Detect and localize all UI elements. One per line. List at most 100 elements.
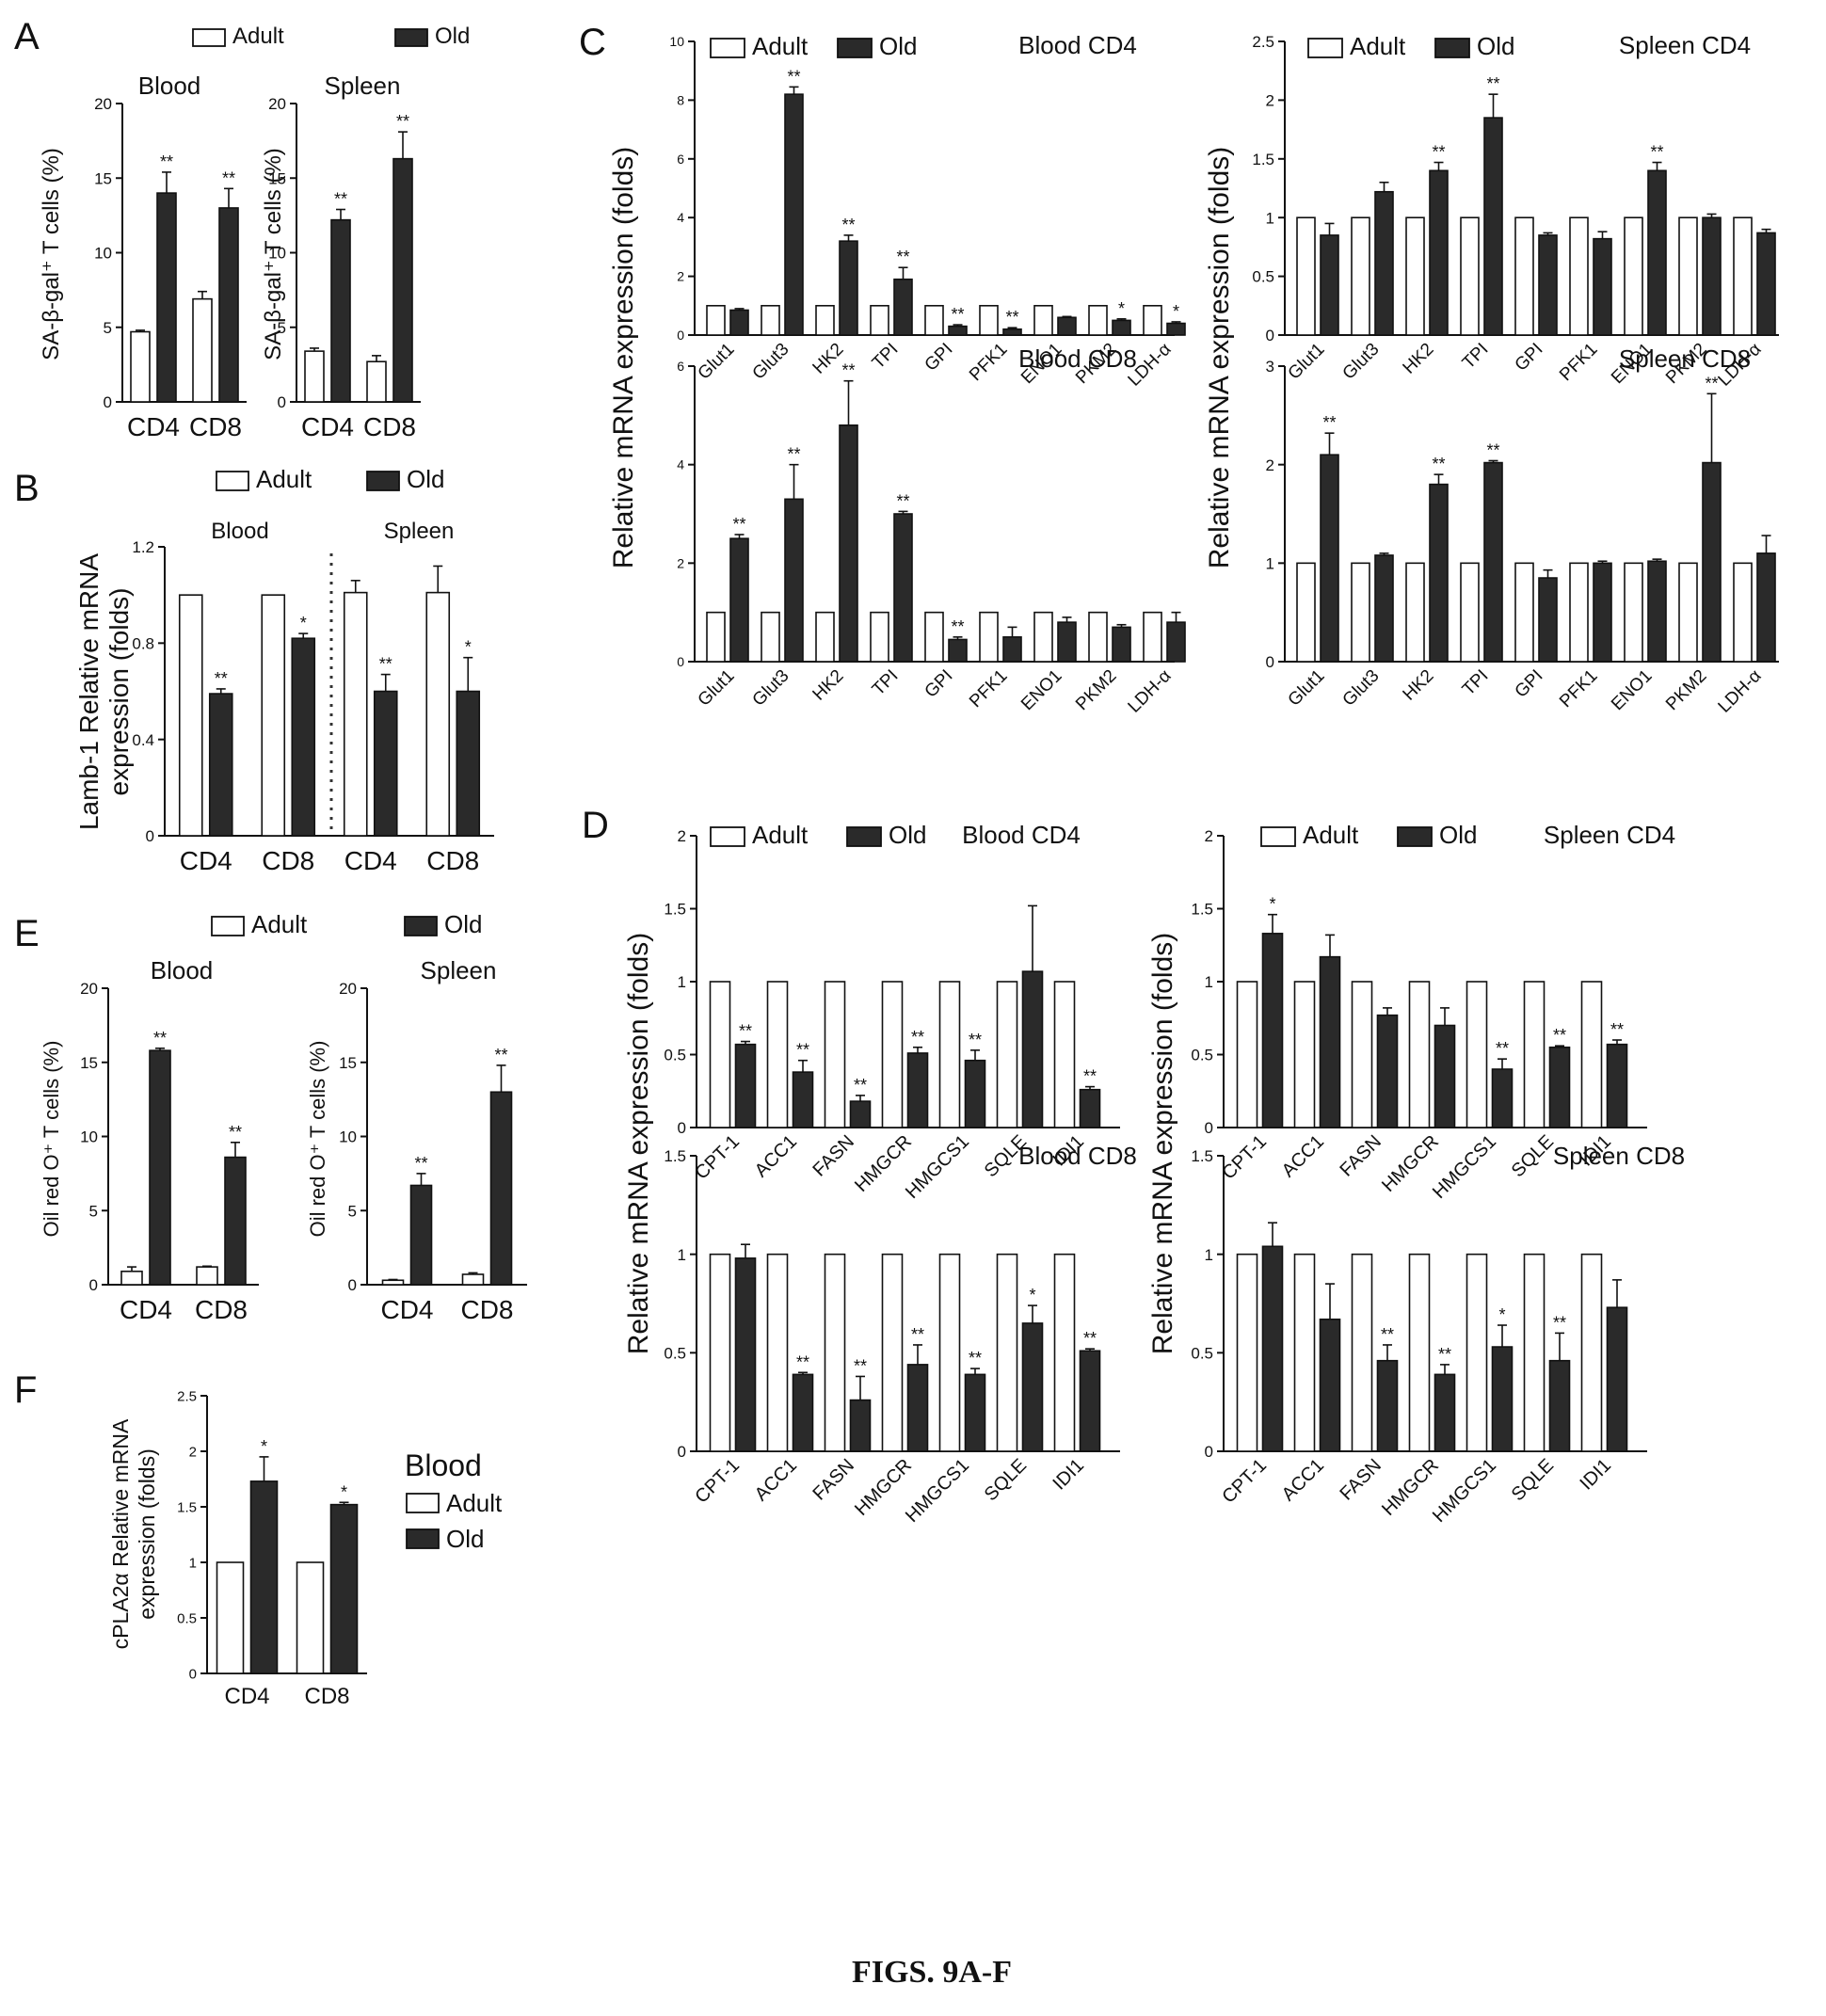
significance-mark: ** [215,669,228,688]
x-tick-label: CD4 [380,1295,433,1324]
bar-old [224,1156,247,1286]
significance-mark: ** [796,1352,809,1371]
chart-c3: 0 0.5 1 1.5 2 2.5 Glut1 Glut3 ** HK2 ** TPI GPI PFK1 *… [1252,31,1779,391]
chart-d2: 00.511.5CPT-1**ACC1**FASN**HMGCR**HMGCS1… [664,1142,1137,1527]
bar-adult [216,1561,245,1674]
bar-old [1429,483,1449,663]
y-tick-label: 2 [677,555,684,570]
bar-old [1002,636,1022,663]
bar-old [849,1100,872,1128]
significance-mark: ** [1432,455,1445,473]
y-tick-label: 10 [339,1128,357,1146]
bar-adult [1236,981,1258,1128]
bar-adult [1408,1253,1431,1452]
significance-mark: * [465,638,472,657]
y-tick-label: 4 [677,210,684,225]
bar-adult [979,304,999,336]
y-tick-label: 5 [104,319,112,337]
y-tick-label: 1.5 [1191,901,1213,919]
y-tick-label: 15 [80,1054,98,1072]
bar-adult [1296,562,1316,663]
bar-adult [1580,1253,1603,1452]
bar-old [1021,1322,1044,1452]
bar-old [729,537,749,663]
x-tick-label: Glut1 [1285,340,1329,384]
bar-old [329,1503,359,1674]
bar-adult [996,1253,1018,1452]
y-tick-label: 15 [94,169,112,187]
y-tick-label: 8 [677,92,684,107]
legend-swatch-adult [1260,826,1296,847]
chart-title: Blood [138,72,201,100]
x-tick-label: CD8 [363,412,416,441]
significance-mark: ** [796,1041,809,1060]
y-tick-label: 2 [1266,456,1274,474]
significance-mark: ** [1083,1329,1097,1348]
group-label-blood: Blood [211,519,268,544]
legend-label-old: Old [889,821,926,849]
bar-old [792,1373,814,1452]
bar-adult [766,1253,789,1452]
legend: Adult Old [192,24,470,49]
bar-adult [1143,611,1162,663]
bar-adult [1236,1253,1258,1452]
legend-swatch-old [406,1528,440,1549]
significance-mark: * [261,1437,267,1456]
bar-old [1376,1359,1399,1452]
legend-label-adult: Adult [256,465,312,493]
x-tick-label: CD8 [304,1684,349,1709]
bar-adult [304,350,325,403]
y-tick-label: 0 [677,328,684,343]
x-tick-label: CD8 [426,846,479,875]
significance-mark: * [300,614,307,632]
legend: Adult Old [216,465,444,493]
y-tick-label: 6 [677,359,684,374]
bar-old [1702,216,1722,336]
y-tick-label: 20 [268,95,286,113]
bar-old [948,325,968,336]
chart-title: Spleen CD8 [1619,344,1751,373]
y-tick-label: 10 [268,245,286,263]
y-tick-label: 0.5 [1191,1047,1213,1064]
y-tick-label: 20 [94,95,112,113]
significance-mark: ** [1486,74,1499,93]
x-tick-label: HK2 [1400,340,1438,378]
x-tick-label: CD8 [262,846,314,875]
bar-old [149,1049,171,1286]
legend-label-adult: Adult [1350,32,1406,60]
y-tick-label: 0 [678,1119,686,1137]
bar-adult [1624,562,1643,663]
figure-caption: FIGS. 9A-F [852,1955,1012,1990]
significance-mark: ** [334,190,347,209]
bar-old [1756,232,1776,336]
y-tick-label: 15 [268,169,286,187]
chart-title: Spleen CD8 [1553,1142,1685,1170]
panel-letter-c: C [579,22,606,63]
x-tick-label: Glut1 [695,340,739,384]
bar-adult [1733,562,1753,663]
bar-old [1548,1359,1571,1452]
bar-adult [870,611,889,663]
significance-mark: ** [841,216,855,234]
bar-old [839,240,858,336]
bar-old [1593,237,1612,336]
significance-mark: ** [1432,143,1445,162]
bar-old [1606,1043,1628,1128]
x-tick-label: HMGCS1 [1429,1131,1500,1203]
chart-a2: 0 5 10 15 20 ** CD4 ** CD8 Spleen [268,72,421,441]
y-tick-label: 1 [678,1246,686,1264]
bar-adult [709,981,731,1128]
bar-old [1538,577,1558,663]
y-tick-label: 0 [1205,1443,1213,1461]
legend-swatch-old [1434,38,1470,58]
panel-letter-f: F [14,1369,37,1411]
y-axis-label-a-blood: SA-β-gal⁺ T cells (%) [39,148,64,360]
bar-adult [296,1561,325,1674]
y-tick-label: 2.5 [1252,33,1274,51]
x-tick-label: FASN [1337,1131,1386,1181]
legend-label-old: Old [879,32,917,60]
x-tick-label: CD4 [301,412,354,441]
significance-mark: * [1029,1286,1035,1304]
bar-old [893,278,913,336]
x-tick-label: CD8 [189,412,242,441]
